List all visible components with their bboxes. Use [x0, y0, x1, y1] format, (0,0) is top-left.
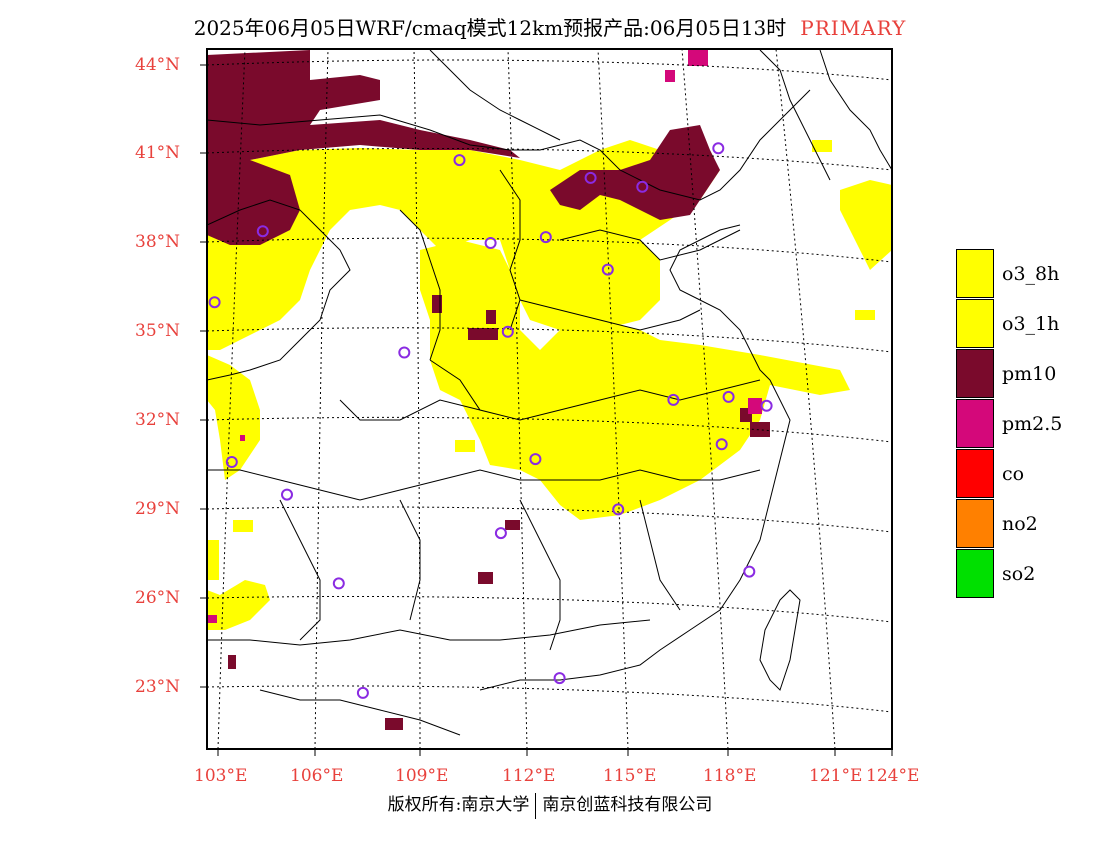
lat-label-29: 29°N — [135, 499, 181, 519]
station-marker — [553, 672, 566, 685]
station-marker — [539, 231, 552, 244]
legend-item-pm25: pm2.5 — [956, 399, 1096, 449]
legend-swatch — [956, 299, 994, 348]
station-markers — [192, 142, 773, 699]
copyright-footer: 版权所有:南京大学 南京创蓝科技有限公司 — [0, 790, 1100, 819]
lat-label-38: 38°N — [135, 232, 181, 252]
station-marker — [715, 438, 728, 451]
station-marker — [332, 577, 345, 590]
lon-label-121: 121°E — [809, 766, 863, 786]
station-marker — [453, 154, 466, 167]
legend-swatch — [956, 549, 994, 598]
lat-label-41: 41°N — [135, 143, 181, 163]
legend-swatch — [956, 449, 994, 498]
title-tag: PRIMARY — [800, 16, 907, 40]
legend-label: no2 — [1002, 513, 1038, 535]
footer-left: 版权所有:南京大学 — [387, 795, 530, 815]
footer-separator — [535, 792, 537, 819]
station-marker — [584, 171, 597, 184]
station-marker — [667, 393, 680, 406]
lat-label-26: 26°N — [135, 588, 181, 608]
graticule — [207, 49, 892, 749]
station-marker — [501, 325, 514, 338]
station-marker — [256, 225, 269, 238]
pm10-regions — [207, 50, 770, 730]
legend-item-o3-8h: o3_8h — [956, 249, 1096, 299]
lat-label-44: 44°N — [135, 55, 181, 75]
pm10-region-north — [207, 50, 520, 175]
station-marker — [208, 296, 221, 309]
legend-item-co: co — [956, 449, 1096, 499]
lon-label-109: 109°E — [395, 766, 449, 786]
ozone-region-northeast — [840, 180, 892, 270]
lon-label-115: 115°E — [603, 766, 657, 786]
ozone-region-west — [207, 355, 260, 480]
legend-item-o3-1h: o3_1h — [956, 299, 1096, 349]
station-marker — [760, 399, 773, 412]
map-title: 2025年06月05日WRF/cmaq模式12km预报产品:06月05日13时 P… — [0, 12, 1100, 41]
station-marker — [529, 453, 542, 466]
pm10-region-northwest — [207, 160, 300, 245]
station-marker — [192, 623, 202, 633]
legend-label: pm10 — [1002, 363, 1057, 385]
legend-swatch — [956, 399, 994, 448]
footer-right: 南京创蓝科技有限公司 — [542, 795, 713, 815]
legend-label: pm2.5 — [1002, 413, 1063, 435]
legend-item-pm10: pm10 — [956, 349, 1096, 399]
legend-label: o3_8h — [1002, 263, 1060, 285]
station-marker — [484, 237, 497, 249]
legend-label: o3_1h — [1002, 313, 1060, 335]
station-marker — [743, 565, 756, 578]
station-marker — [712, 142, 725, 155]
station-marker — [612, 503, 625, 516]
station-marker — [494, 527, 507, 540]
legend-swatch — [956, 349, 994, 398]
lon-label-103: 103°E — [194, 766, 248, 786]
map-frame — [206, 48, 893, 750]
province-boundaries — [207, 49, 892, 736]
lon-label-118: 118°E — [703, 766, 757, 786]
pm25-regions — [207, 50, 762, 623]
legend-swatch — [956, 249, 994, 298]
title-main: 2025年06月05日WRF/cmaq模式12km预报产品:06月05日13时 — [193, 16, 787, 40]
legend-label: so2 — [1002, 563, 1036, 585]
axis-ticks — [200, 64, 893, 756]
station-marker — [281, 488, 293, 501]
pm10-region-beijing — [550, 125, 720, 220]
station-marker — [398, 346, 411, 359]
lon-label-124: 124°E — [866, 766, 920, 786]
lat-label-35: 35°N — [135, 321, 181, 341]
station-marker — [601, 263, 614, 276]
station-marker — [225, 456, 238, 468]
lon-label-112: 112°E — [502, 766, 556, 786]
station-marker — [356, 686, 369, 699]
lat-label-23: 23°N — [135, 677, 181, 697]
lon-label-106: 106°E — [290, 766, 344, 786]
station-marker — [636, 180, 649, 193]
legend-item-no2: no2 — [956, 499, 1096, 549]
station-marker — [722, 390, 735, 403]
lat-label-32: 32°N — [135, 410, 181, 430]
legend-label: co — [1002, 463, 1025, 485]
ozone-region-central — [420, 240, 850, 520]
legend-swatch — [956, 499, 994, 548]
legend-item-so2: so2 — [956, 549, 1096, 599]
